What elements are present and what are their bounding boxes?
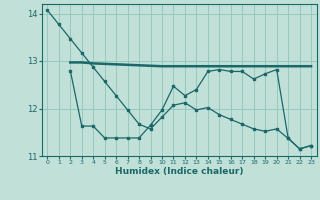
X-axis label: Humidex (Indice chaleur): Humidex (Indice chaleur)	[115, 167, 244, 176]
